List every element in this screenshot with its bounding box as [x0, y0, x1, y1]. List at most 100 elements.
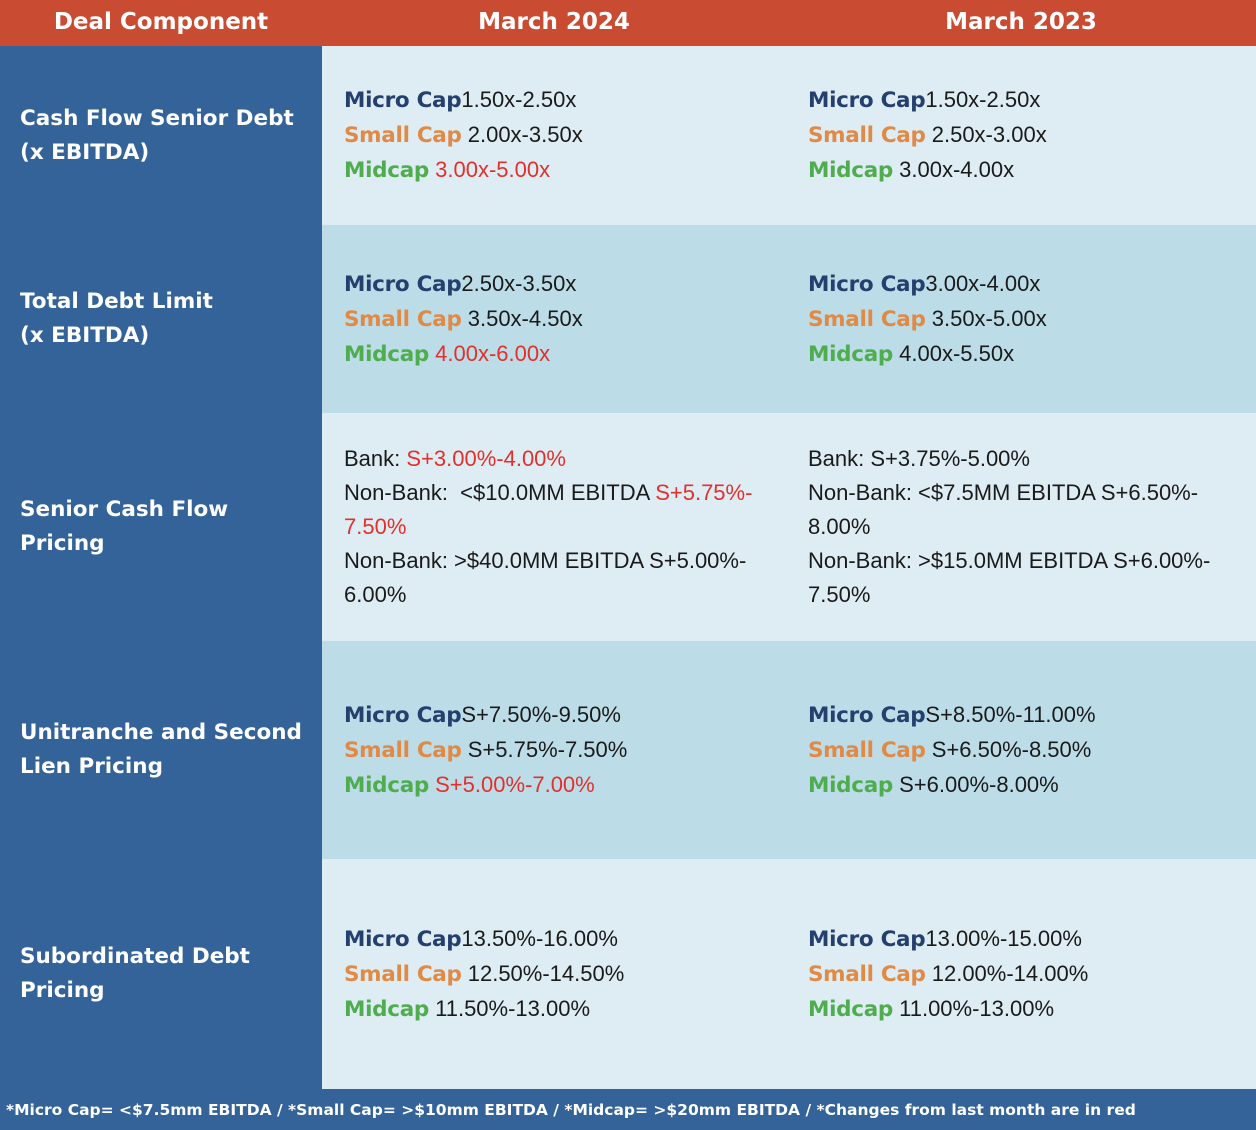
midcap-value: 11.50%-13.00%	[435, 995, 591, 1021]
cell-march-2024: Micro Cap2.50x-3.50x Small Cap 3.50x-4.5…	[322, 225, 786, 413]
small-cap-line: Small Cap S+6.50%-8.50%	[808, 733, 1096, 768]
bank-line: Bank: S+3.00%-4.00%	[344, 442, 752, 476]
cell-march-2023: Micro Cap1.50x-2.50x Small Cap 2.50x-3.0…	[786, 46, 1256, 225]
cell-march-2023: Bank: S+3.75%-5.00% Non-Bank: <$7.5MM EB…	[786, 413, 1256, 641]
nonbank-large-line-cont: 7.50%	[808, 582, 871, 607]
midcap-line: Midcap S+6.00%-8.00%	[808, 768, 1096, 803]
row-senior-cash-flow-pricing: Senior Cash Flow Pricing Bank: S+3.00%-4…	[0, 413, 1256, 641]
small-cap-value: 12.50%-14.50%	[467, 960, 625, 986]
midcap-value: 3.00x-5.00x	[435, 157, 551, 182]
midcap-line: Midcap 4.00x-5.50x	[808, 337, 1047, 372]
row-cash-flow-senior-debt: Cash Flow Senior Debt (x EBITDA) Micro C…	[0, 46, 1256, 225]
micro-cap-value: 3.00x-4.00x	[925, 270, 1041, 296]
small-cap-line: Small Cap 12.50%-14.50%	[344, 957, 624, 992]
small-cap-key: Small Cap	[344, 123, 462, 148]
micro-cap-key: Micro Cap	[344, 702, 462, 728]
nonbank-large-line-cont: 6.00%	[344, 582, 407, 607]
small-cap-key: Small Cap	[808, 961, 926, 987]
micro-cap-value: S+8.50%-11.00%	[925, 701, 1096, 727]
micro-cap-line: Micro Cap1.50x-2.50x	[344, 83, 583, 118]
micro-cap-value: 2.50x-3.50x	[461, 270, 577, 296]
micro-cap-value: 13.00%-15.00%	[925, 925, 1082, 951]
midcap-key: Midcap	[344, 996, 429, 1022]
micro-cap-value: 1.50x-2.50x	[461, 87, 577, 112]
small-cap-line: Small Cap 3.50x-4.50x	[344, 302, 583, 337]
midcap-key: Midcap	[344, 772, 429, 798]
small-cap-value: 3.50x-5.00x	[931, 305, 1047, 331]
cell-march-2024: Bank: S+3.00%-4.00% Non-Bank: <$10.0MM E…	[322, 413, 786, 641]
micro-cap-key: Micro Cap	[808, 702, 926, 728]
micro-cap-line: Micro CapS+8.50%-11.00%	[808, 698, 1096, 733]
small-cap-value: 3.50x-4.50x	[467, 305, 583, 331]
bank-value: S+3.00%-4.00%	[406, 446, 566, 471]
nonbank-small-line-cont: 8.00%	[808, 514, 871, 539]
nonbank-small-value-cont: 7.50%	[344, 514, 407, 539]
header-deal-component: Deal Component	[53, 9, 269, 35]
midcap-line: Midcap 4.00x-6.00x	[344, 337, 583, 372]
micro-cap-line: Micro Cap13.50%-16.00%	[344, 922, 624, 957]
micro-cap-line: Micro CapS+7.50%-9.50%	[344, 698, 627, 733]
midcap-value: 4.00x-6.00x	[435, 340, 551, 366]
small-cap-value: S+5.75%-7.50%	[467, 736, 628, 762]
midcap-key: Midcap	[344, 158, 429, 183]
row-unitranche-second-lien: Unitranche and Second Lien Pricing Micro…	[0, 641, 1256, 859]
micro-cap-line: Micro Cap1.50x-2.50x	[808, 83, 1047, 118]
row-label-text: Total Debt Limit (x EBITDA)	[20, 289, 213, 348]
micro-cap-line: Micro Cap3.00x-4.00x	[808, 267, 1047, 302]
midcap-value: 11.00%-13.00%	[899, 995, 1055, 1021]
small-cap-line: Small Cap S+5.75%-7.50%	[344, 733, 627, 768]
row-label: Unitranche and Second Lien Pricing	[0, 641, 322, 859]
row-label-text: Subordinated Debt Pricing	[20, 944, 250, 1003]
micro-cap-line: Micro Cap2.50x-3.50x	[344, 267, 583, 302]
midcap-value: 3.00x-4.00x	[899, 157, 1015, 182]
small-cap-key: Small Cap	[808, 123, 926, 148]
nonbank-small-prefix: Non-Bank: <$10.0MM EBITDA	[344, 480, 656, 505]
midcap-value: 4.00x-5.50x	[899, 340, 1015, 366]
micro-cap-key: Micro Cap	[808, 926, 926, 952]
cell-march-2024: Micro Cap1.50x-2.50x Small Cap 2.00x-3.5…	[322, 46, 786, 225]
micro-cap-key: Micro Cap	[344, 271, 462, 297]
midcap-line: Midcap 11.00%-13.00%	[808, 992, 1088, 1027]
small-cap-key: Small Cap	[344, 737, 462, 763]
small-cap-value: 2.00x-3.50x	[467, 122, 583, 147]
midcap-key: Midcap	[808, 341, 893, 367]
row-label-text: Cash Flow Senior Debt (x EBITDA)	[20, 105, 294, 165]
row-label-text: Senior Cash Flow Pricing	[20, 497, 229, 556]
micro-cap-line: Micro Cap13.00%-15.00%	[808, 922, 1088, 957]
midcap-line: Midcap 3.00x-5.00x	[344, 153, 583, 188]
midcap-line: Midcap 11.50%-13.00%	[344, 992, 624, 1027]
cell-march-2023: Micro Cap13.00%-15.00% Small Cap 12.00%-…	[786, 859, 1256, 1089]
micro-cap-key: Micro Cap	[808, 88, 926, 113]
midcap-line: Midcap 3.00x-4.00x	[808, 153, 1047, 188]
row-label: Subordinated Debt Pricing	[0, 859, 322, 1089]
cell-march-2024: Micro Cap13.50%-16.00% Small Cap 12.50%-…	[322, 859, 786, 1089]
micro-cap-value: 13.50%-16.00%	[461, 925, 618, 951]
small-cap-key: Small Cap	[808, 737, 926, 763]
nonbank-small-line: Non-Bank: <$7.5MM EBITDA S+6.50%-	[808, 480, 1199, 505]
nonbank-small-value: S+5.75%-	[655, 480, 753, 505]
header-march-2024: March 2024	[478, 9, 630, 35]
small-cap-key: Small Cap	[808, 306, 926, 332]
nonbank-large-line: Non-Bank: >$15.0MM EBITDA S+6.00%-	[808, 548, 1211, 573]
micro-cap-key: Micro Cap	[344, 926, 462, 952]
micro-cap-value: S+7.50%-9.50%	[461, 701, 621, 727]
footnote-bar: *Micro Cap= <$7.5mm EBITDA / *Small Cap=…	[0, 1089, 1256, 1130]
small-cap-key: Small Cap	[344, 961, 462, 987]
small-cap-value: 2.50x-3.00x	[931, 122, 1047, 147]
small-cap-value: S+6.50%-8.50%	[931, 736, 1092, 762]
cell-march-2023: Micro CapS+8.50%-11.00% Small Cap S+6.50…	[786, 641, 1256, 859]
midcap-key: Midcap	[808, 772, 893, 798]
midcap-value: S+6.00%-8.00%	[899, 771, 1059, 797]
row-label: Total Debt Limit (x EBITDA)	[0, 225, 322, 413]
row-label-text: Unitranche and Second Lien Pricing	[20, 720, 302, 779]
midcap-key: Midcap	[344, 341, 429, 367]
footnote-text: *Micro Cap= <$7.5mm EBITDA / *Small Cap=…	[6, 1100, 1136, 1119]
midcap-value: S+5.00%-7.00%	[435, 771, 595, 797]
small-cap-line: Small Cap 2.50x-3.00x	[808, 118, 1047, 153]
micro-cap-value: 1.50x-2.50x	[925, 87, 1041, 112]
nonbank-small-line: Non-Bank: <$10.0MM EBITDA S+5.75%-	[344, 476, 752, 510]
midcap-line: Midcap S+5.00%-7.00%	[344, 768, 627, 803]
nonbank-large-line: Non-Bank: >$40.0MM EBITDA S+5.00%-	[344, 548, 747, 573]
small-cap-line: Small Cap 3.50x-5.00x	[808, 302, 1047, 337]
